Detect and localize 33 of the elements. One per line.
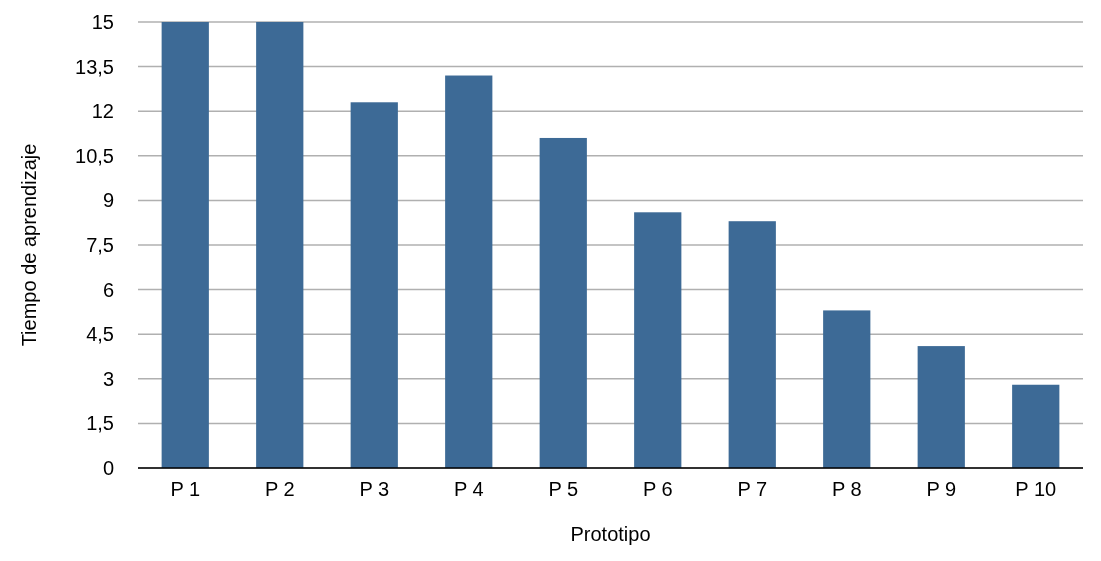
bar — [917, 346, 965, 468]
y-tick-label: 7,5 — [86, 234, 114, 256]
y-axis-title: Tiempo de aprendizaje — [18, 143, 40, 347]
x-tick-label: P 10 — [1015, 478, 1057, 500]
x-tick-label: P 2 — [264, 478, 295, 500]
bar — [539, 137, 587, 468]
bar — [1012, 384, 1060, 468]
bar — [256, 22, 304, 468]
x-tick-label: P 7 — [737, 478, 768, 500]
x-tick-label: P 8 — [831, 478, 862, 500]
y-tick-label: 15 — [91, 11, 114, 33]
y-tick-label: 3 — [102, 367, 114, 390]
x-tick-label: P 5 — [548, 478, 579, 500]
x-tick-label: P 3 — [359, 478, 390, 500]
bar — [161, 22, 209, 468]
x-tick-label: P 6 — [642, 478, 673, 500]
bar — [634, 212, 682, 468]
bar — [728, 221, 776, 468]
bar — [445, 75, 493, 468]
y-tick-label: 4,5 — [86, 323, 114, 346]
y-tick-label: 6 — [102, 278, 114, 301]
x-tick-label: P 9 — [926, 478, 957, 500]
y-tick-label: 10,5 — [75, 144, 114, 167]
x-tick-label: P 1 — [170, 478, 201, 500]
bar — [350, 102, 398, 468]
y-tick-label: 1,5 — [86, 412, 114, 435]
x-axis-title: Prototipo — [570, 523, 651, 545]
y-tick-label: 0 — [102, 457, 114, 479]
y-tick-label: 13,5 — [75, 55, 114, 78]
y-tick-label: 9 — [102, 189, 114, 212]
y-tick-label: 12 — [91, 100, 114, 123]
x-tick-label: P 4 — [453, 478, 484, 500]
bar — [823, 310, 871, 468]
